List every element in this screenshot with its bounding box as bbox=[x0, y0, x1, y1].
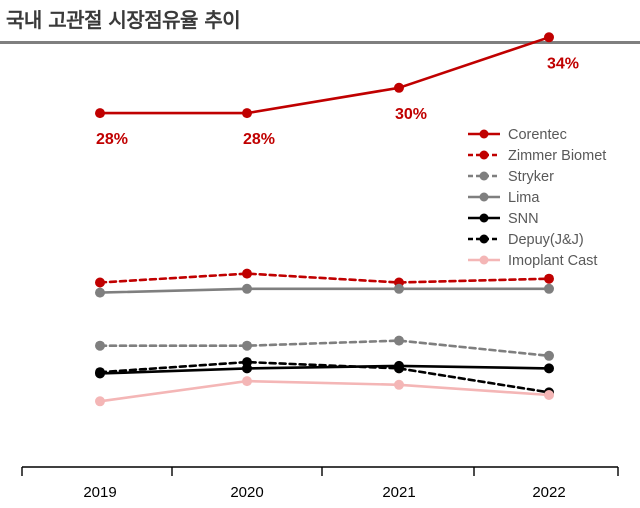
data-point bbox=[394, 283, 404, 294]
data-point bbox=[95, 340, 105, 351]
data-point bbox=[242, 268, 252, 279]
legend-label: Corentec bbox=[508, 127, 567, 143]
series-line bbox=[98, 364, 551, 375]
x-tick-label: 2021 bbox=[382, 484, 415, 501]
legend-marker bbox=[479, 255, 489, 265]
series-line bbox=[98, 339, 551, 358]
legend-label: Depuy(J&J) bbox=[508, 232, 584, 248]
data-label: 28% bbox=[243, 131, 275, 148]
data-label: 28% bbox=[96, 131, 128, 148]
data-point bbox=[95, 277, 105, 288]
data-point bbox=[544, 273, 554, 284]
x-tick-label: 2019 bbox=[83, 484, 116, 501]
data-point bbox=[394, 363, 404, 374]
data-label: 30% bbox=[395, 106, 427, 123]
data-point bbox=[544, 350, 554, 361]
x-tick-label: 2020 bbox=[230, 484, 263, 501]
data-point bbox=[242, 283, 252, 294]
data-point bbox=[394, 379, 404, 390]
data-point bbox=[95, 396, 105, 407]
data-point bbox=[95, 287, 105, 298]
data-point bbox=[242, 376, 252, 387]
data-point bbox=[544, 363, 554, 374]
data-point bbox=[242, 357, 252, 368]
title-divider bbox=[0, 41, 640, 44]
data-point bbox=[544, 32, 554, 43]
data-point bbox=[95, 367, 105, 378]
series-line bbox=[98, 360, 551, 394]
legend-marker bbox=[479, 171, 489, 181]
data-point bbox=[242, 340, 252, 351]
data-point bbox=[394, 335, 404, 346]
x-tick-label: 2022 bbox=[532, 484, 565, 501]
legend-label: SNN bbox=[508, 211, 539, 227]
data-point bbox=[544, 283, 554, 294]
legend-marker bbox=[479, 129, 489, 139]
series-line bbox=[98, 35, 551, 115]
legend-label: Imoplant Cast bbox=[508, 253, 597, 269]
legend-label: Zimmer Biomet bbox=[508, 148, 606, 164]
chart-title: 국내 고관절 시장점유율 추이 bbox=[6, 8, 241, 32]
series-line bbox=[98, 272, 551, 284]
legend-label: Stryker bbox=[508, 169, 554, 185]
series-line bbox=[98, 379, 551, 403]
data-point bbox=[242, 108, 252, 119]
series-line bbox=[98, 287, 551, 294]
legend-marker bbox=[479, 150, 489, 160]
data-point bbox=[95, 108, 105, 119]
data-point bbox=[544, 390, 554, 400]
legend-marker bbox=[479, 192, 489, 202]
legend-label: Lima bbox=[508, 190, 540, 206]
legend-marker bbox=[479, 213, 489, 223]
legend-marker bbox=[479, 234, 489, 244]
data-label: 34% bbox=[547, 55, 579, 72]
data-point bbox=[394, 82, 404, 93]
